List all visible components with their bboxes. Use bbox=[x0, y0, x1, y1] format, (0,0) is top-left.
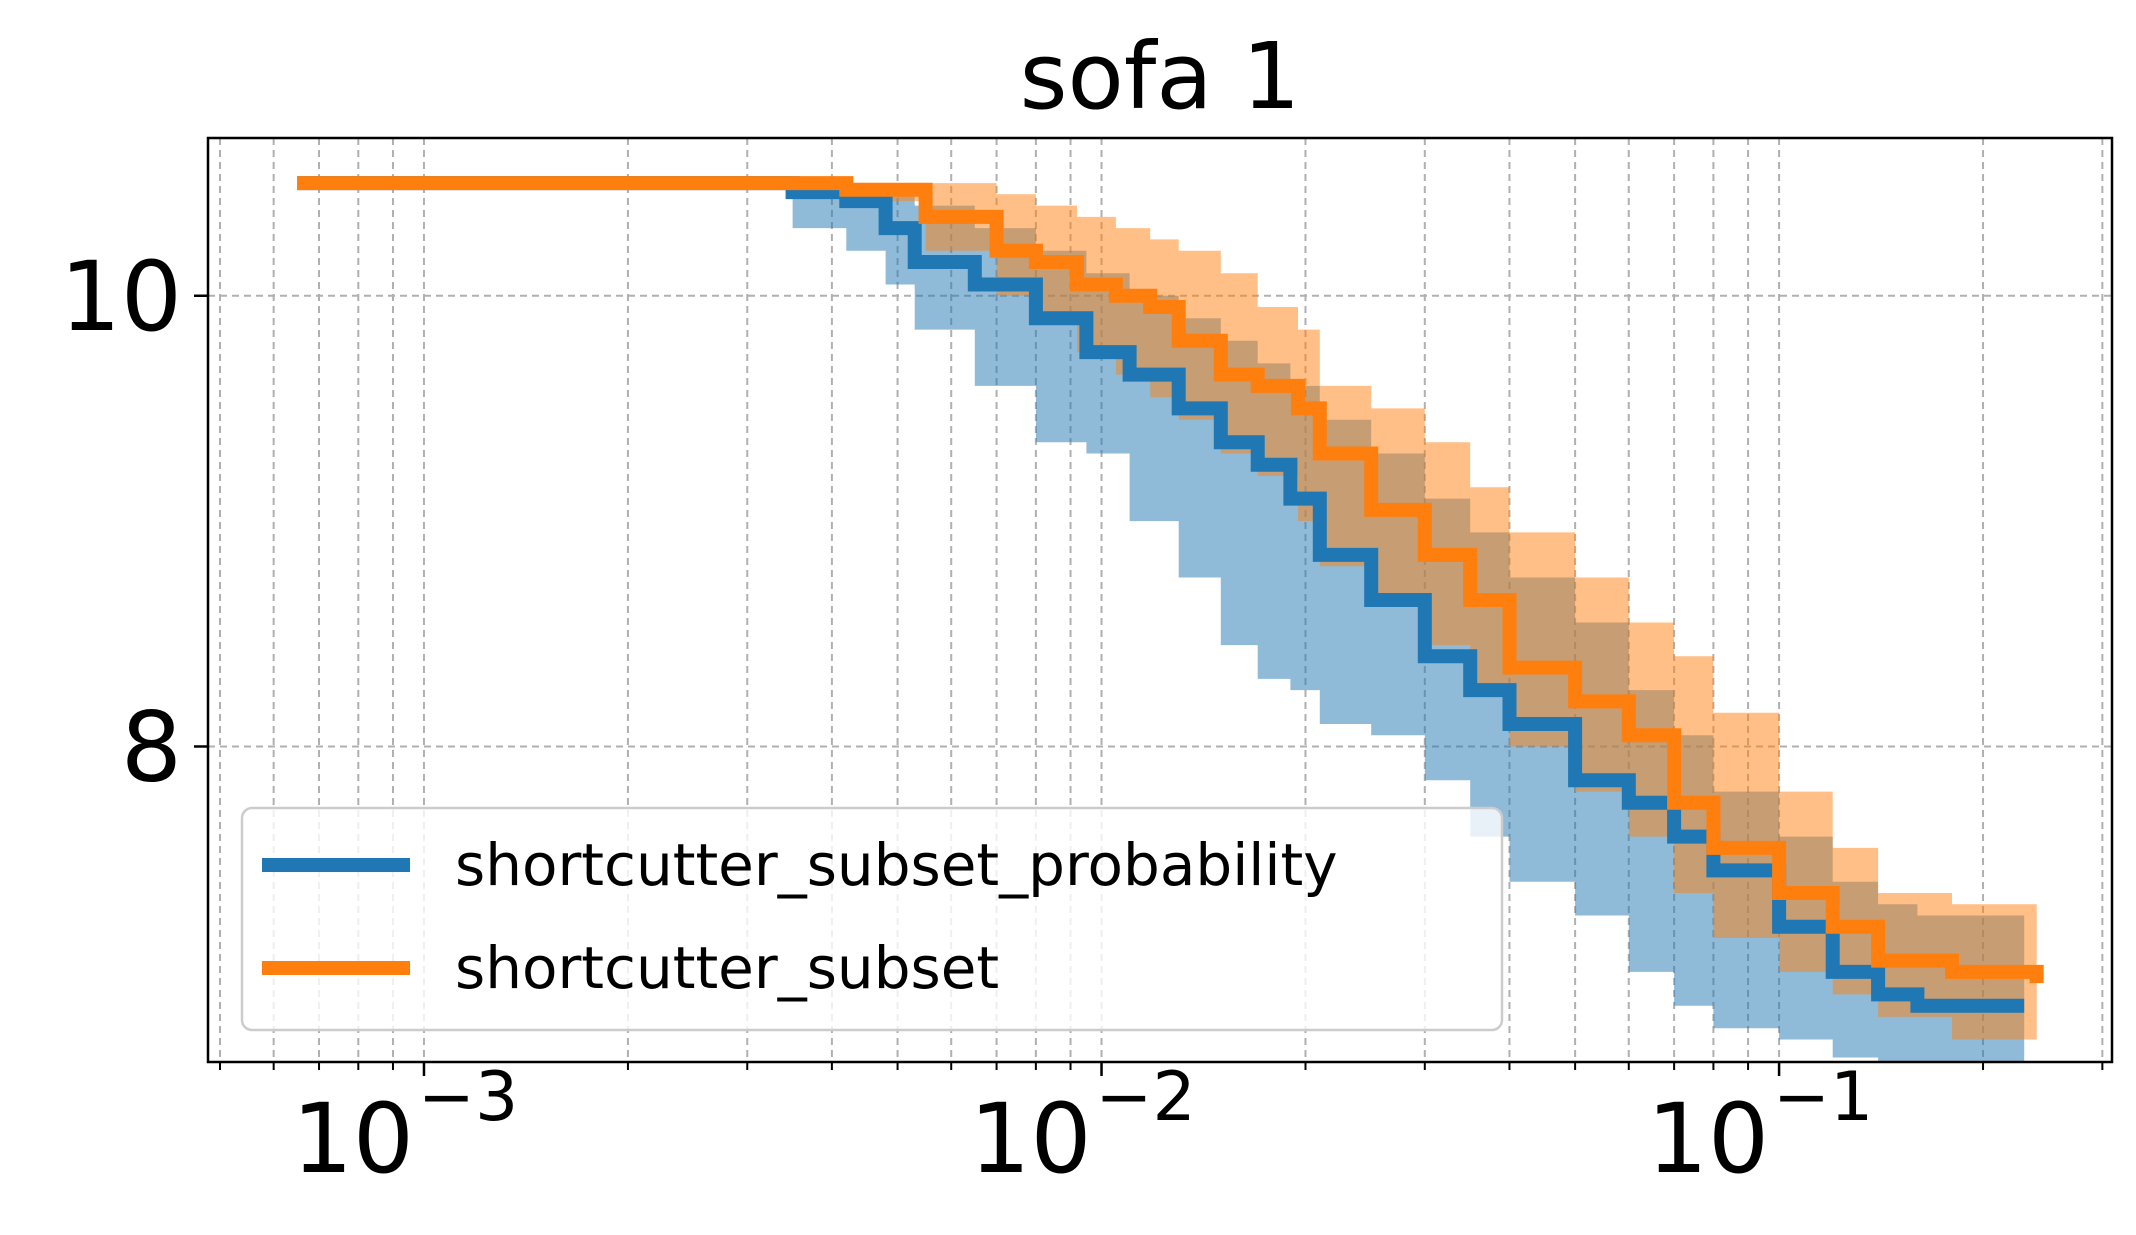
x-tick-label: 10 −1 bbox=[1647, 1058, 1873, 1195]
chart-title: sofa 1 bbox=[1020, 23, 1301, 130]
series-0-line bbox=[297, 176, 2025, 1013]
x-tick-label-exponent: −2 bbox=[1096, 1058, 1196, 1137]
series-0-band bbox=[297, 183, 2025, 1062]
series-1-line bbox=[297, 176, 2044, 984]
plot-frame bbox=[206, 136, 2114, 1064]
legend: shortcutter_subset_probability shortcutte… bbox=[240, 806, 1504, 1032]
x-tick-label-exponent: −3 bbox=[418, 1058, 518, 1137]
x-tick-label-base: 10 bbox=[292, 1083, 414, 1195]
line-layer bbox=[297, 176, 2044, 1013]
x-tick-label-base: 10 bbox=[1647, 1083, 1769, 1195]
legend-box bbox=[240, 806, 1504, 1032]
x-tick-label-base: 10 bbox=[969, 1083, 1091, 1195]
legend-label-0: shortcutter_subset_probability bbox=[455, 831, 1338, 899]
y-tick-label: 10 bbox=[60, 241, 182, 353]
x-tick-label-exponent: −1 bbox=[1773, 1058, 1873, 1137]
legend-label-1: shortcutter_subset bbox=[455, 934, 999, 1002]
x-tick-label: 10 −3 bbox=[292, 1058, 518, 1195]
x-tick-label: 10 −2 bbox=[969, 1058, 1195, 1195]
y-tick-label: 8 bbox=[121, 691, 182, 803]
